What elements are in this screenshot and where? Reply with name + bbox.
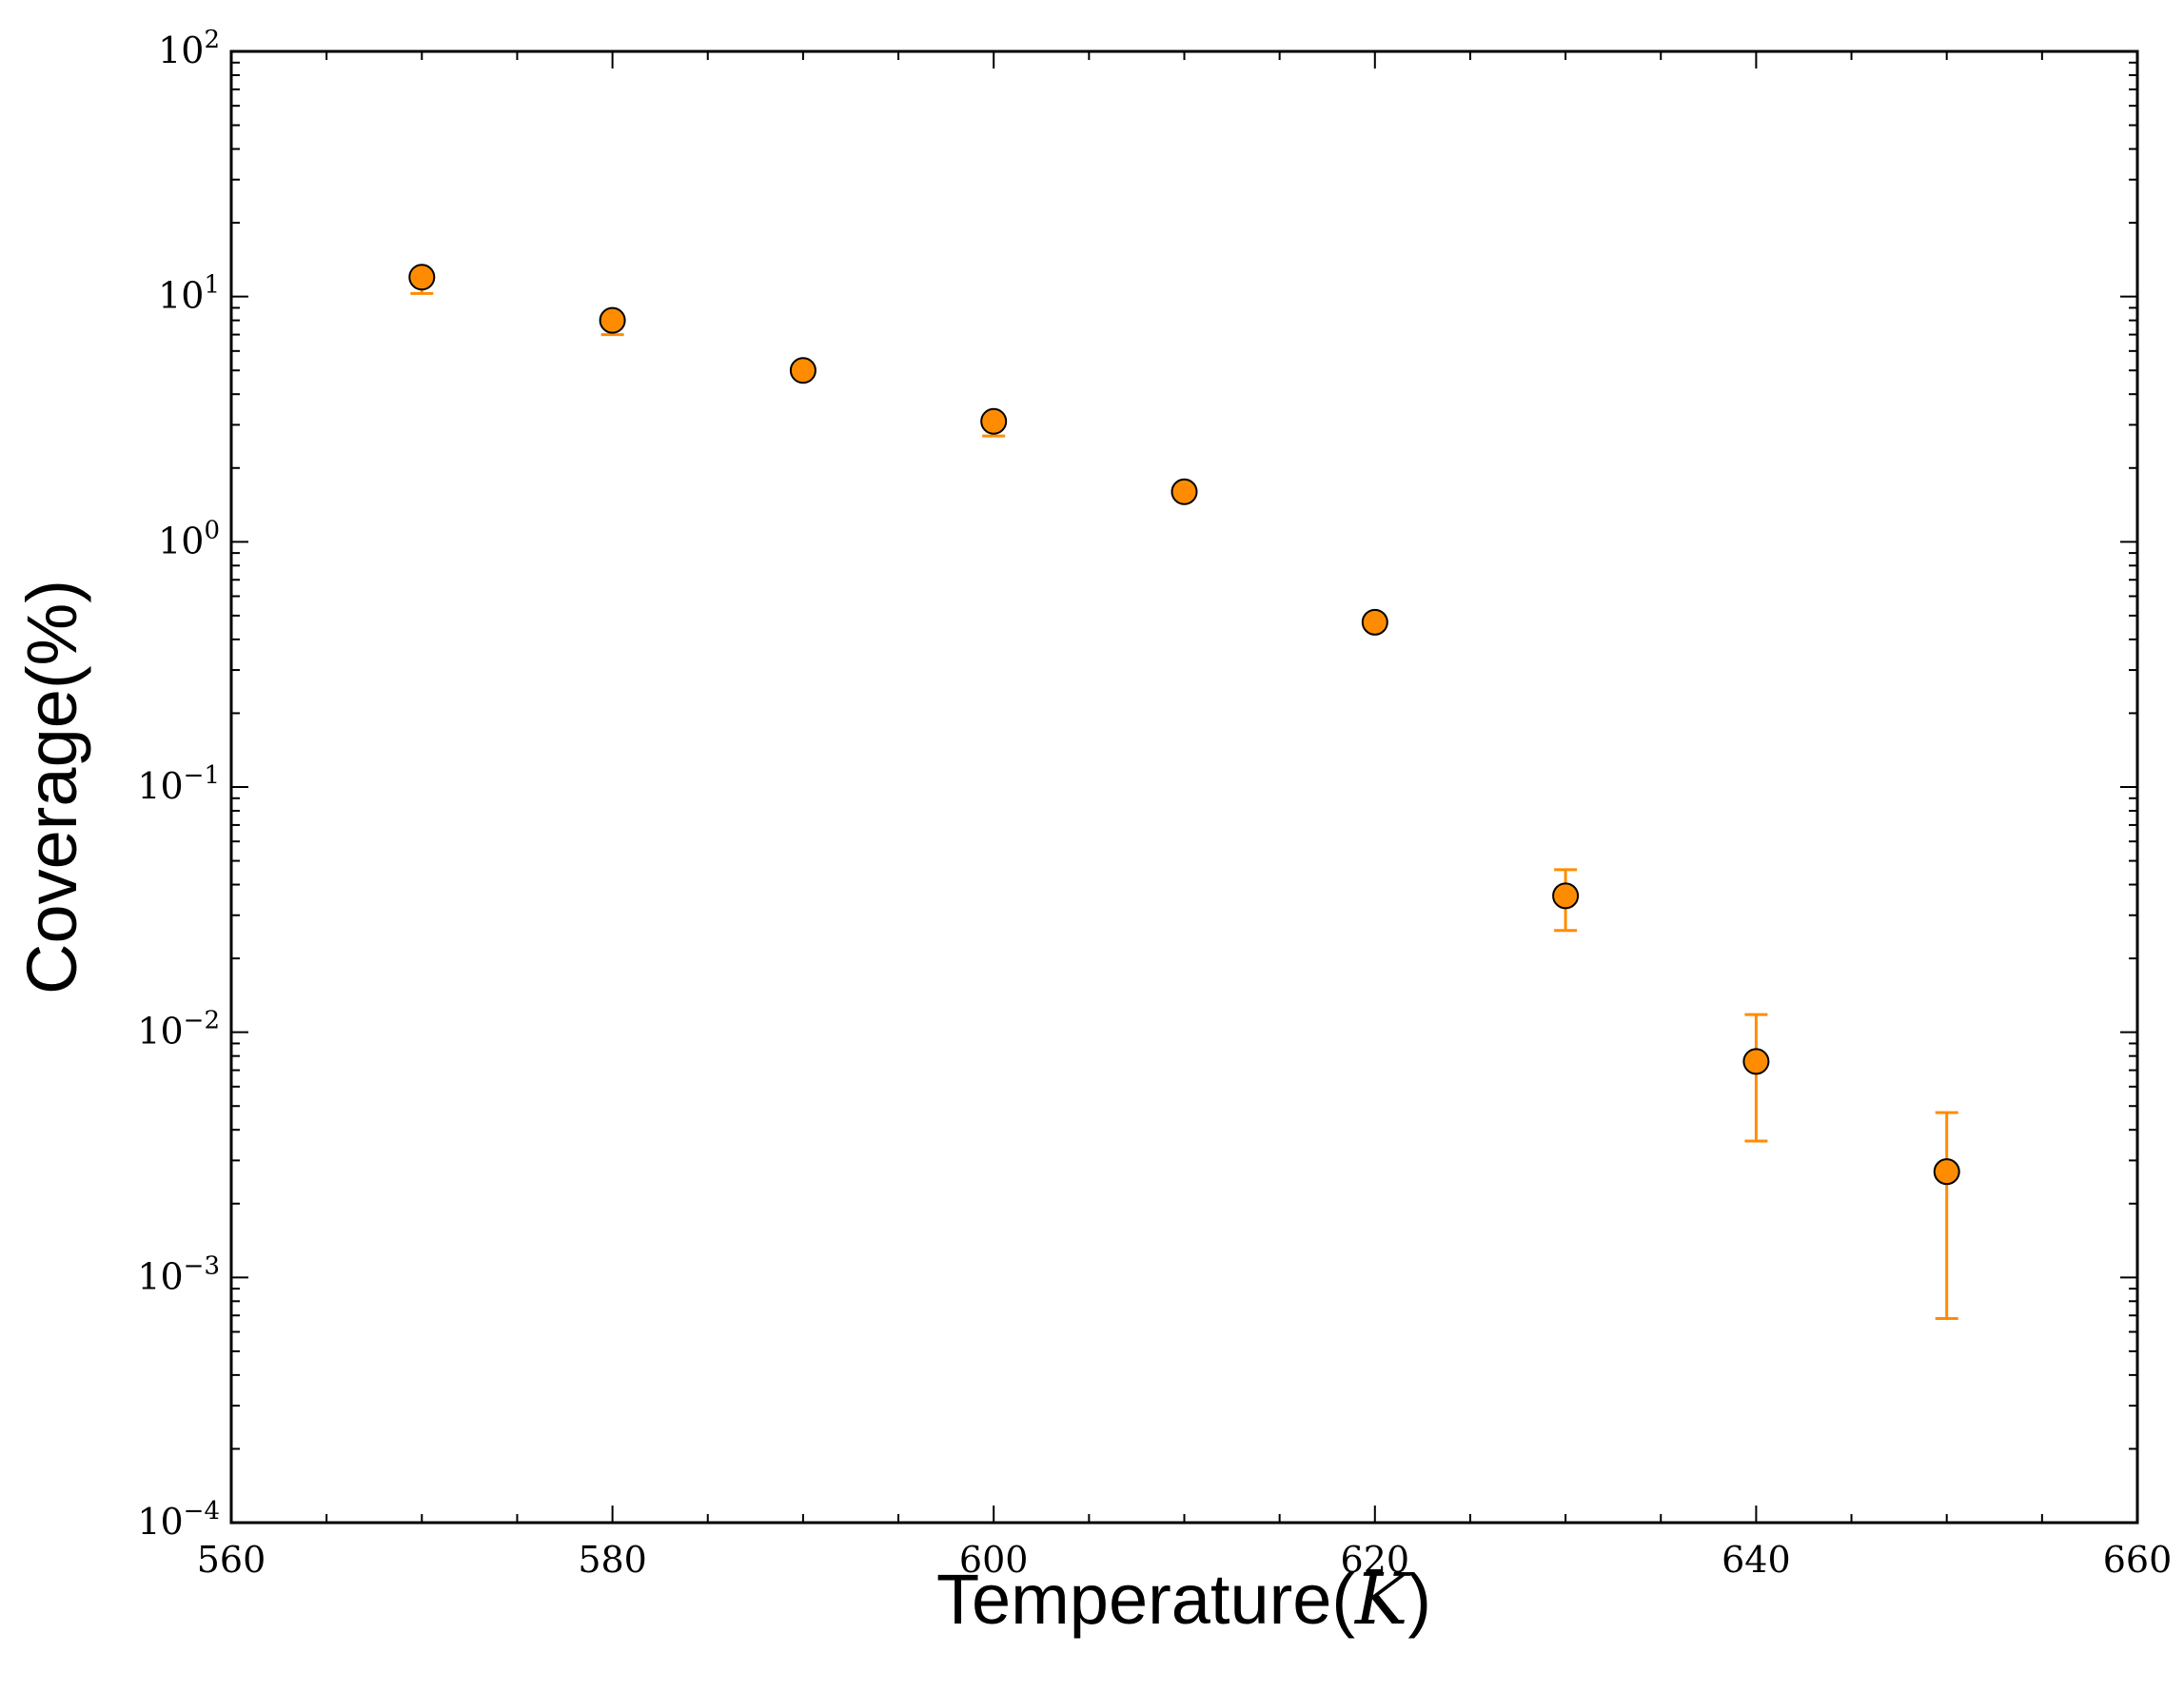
major-ticks [230, 50, 2138, 1524]
x-tick-label: 600 [959, 1539, 1029, 1581]
data-point [1933, 1158, 1960, 1186]
y-tick-label: 101 [158, 271, 220, 317]
data-point [980, 407, 1008, 435]
y-tick-label: 102 [158, 26, 220, 71]
y-tick-label: 10−3 [137, 1251, 220, 1297]
y-tick-label: 100 [158, 516, 220, 561]
y-axis-label: Coverage(%) [12, 580, 91, 994]
data-points [408, 264, 1960, 1186]
x-axis-label: Temperature(K) [936, 1559, 1431, 1641]
x-tick-labels: 560 580 600 620 640 660 [197, 1539, 2173, 1581]
x-tick-label: 560 [197, 1539, 266, 1581]
data-point [1361, 608, 1388, 636]
data-point [1552, 882, 1580, 910]
data-point [1742, 1048, 1770, 1075]
y-tick-label: 10−4 [137, 1497, 220, 1543]
plot-frame [229, 49, 2139, 1525]
data-point [408, 264, 436, 291]
y-tick-labels: 102 101 100 10−1 10−2 10−3 10−4 [137, 26, 220, 1543]
minor-ticks [231, 51, 2137, 1523]
y-tick-label: 10−2 [137, 1007, 220, 1053]
data-point [599, 306, 626, 334]
error-bars [410, 271, 1958, 1320]
x-tick-label: 580 [578, 1539, 647, 1581]
data-point [789, 357, 817, 384]
y-tick-label: 10−1 [137, 761, 220, 807]
x-tick-label: 660 [2103, 1539, 2173, 1581]
data-point [1171, 478, 1198, 505]
x-tick-label: 620 [1341, 1539, 1410, 1581]
x-tick-label: 640 [1722, 1539, 1791, 1581]
